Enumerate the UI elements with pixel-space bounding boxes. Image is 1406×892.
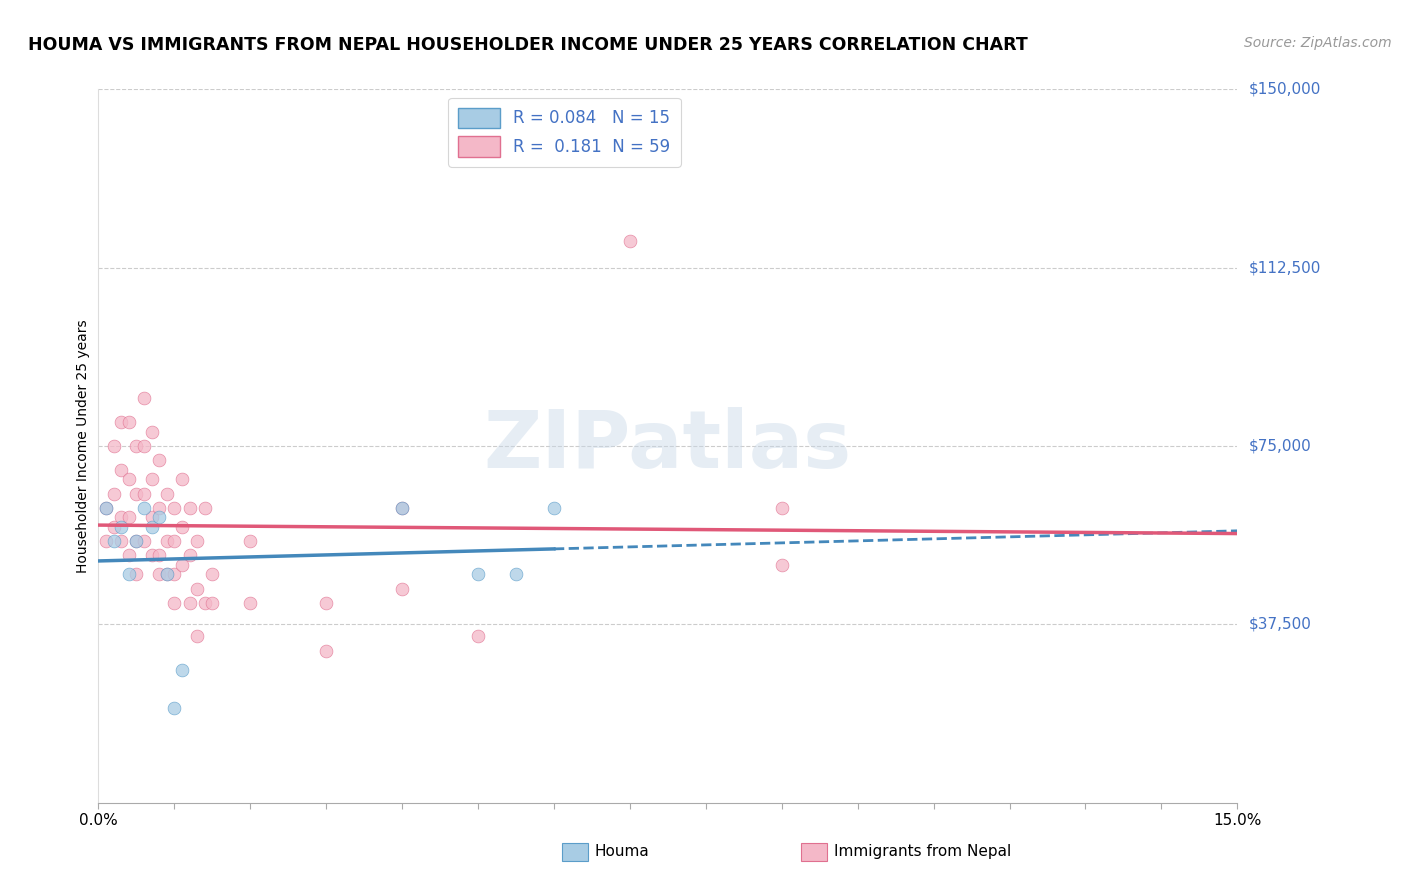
Point — [110, 415, 132, 429]
Point — [201, 596, 224, 610]
Point — [148, 567, 170, 582]
Point — [315, 596, 337, 610]
Point — [156, 486, 179, 500]
Point — [186, 582, 208, 596]
Point — [125, 534, 148, 549]
Point — [239, 534, 262, 549]
Point — [148, 510, 170, 524]
Point — [94, 500, 117, 515]
Text: Houma: Houma — [595, 845, 650, 859]
Text: Immigrants from Nepal: Immigrants from Nepal — [834, 845, 1011, 859]
Point — [141, 425, 163, 439]
Point — [110, 510, 132, 524]
Text: HOUMA VS IMMIGRANTS FROM NEPAL HOUSEHOLDER INCOME UNDER 25 YEARS CORRELATION CHA: HOUMA VS IMMIGRANTS FROM NEPAL HOUSEHOLD… — [28, 36, 1028, 54]
Text: $75,000: $75,000 — [1249, 439, 1312, 453]
Point — [110, 520, 132, 534]
Point — [163, 500, 186, 515]
Point — [391, 500, 413, 515]
Point — [141, 549, 163, 563]
Point — [141, 520, 163, 534]
Text: Source: ZipAtlas.com: Source: ZipAtlas.com — [1244, 36, 1392, 50]
Point — [141, 472, 163, 486]
Point — [770, 500, 793, 515]
Point — [770, 558, 793, 572]
Point — [110, 463, 132, 477]
Point — [132, 500, 155, 515]
Point — [179, 549, 201, 563]
Point — [170, 472, 193, 486]
Point — [125, 439, 148, 453]
Point — [163, 534, 186, 549]
Point — [132, 439, 155, 453]
Point — [103, 486, 125, 500]
Point — [103, 534, 125, 549]
Point — [619, 235, 641, 249]
Point — [132, 534, 155, 549]
Point — [94, 500, 117, 515]
Text: $150,000: $150,000 — [1249, 82, 1320, 96]
Y-axis label: Householder Income Under 25 years: Householder Income Under 25 years — [76, 319, 90, 573]
Point — [194, 596, 217, 610]
Point — [132, 486, 155, 500]
Point — [156, 534, 179, 549]
Point — [467, 567, 489, 582]
Point — [170, 558, 193, 572]
Point — [163, 700, 186, 714]
Point — [170, 520, 193, 534]
Point — [118, 472, 141, 486]
Point — [163, 596, 186, 610]
Point — [179, 596, 201, 610]
Point — [186, 629, 208, 643]
Point — [201, 567, 224, 582]
Point — [125, 534, 148, 549]
Point — [141, 510, 163, 524]
Point — [467, 629, 489, 643]
Point — [239, 596, 262, 610]
Point — [163, 567, 186, 582]
Point — [118, 567, 141, 582]
Point — [118, 549, 141, 563]
Point — [543, 500, 565, 515]
Text: $112,500: $112,500 — [1249, 260, 1320, 275]
Point — [148, 500, 170, 515]
Point — [132, 392, 155, 406]
Point — [179, 500, 201, 515]
Point — [125, 567, 148, 582]
Point — [186, 534, 208, 549]
Point — [110, 534, 132, 549]
Point — [118, 415, 141, 429]
Point — [103, 439, 125, 453]
Point — [391, 582, 413, 596]
Point — [170, 663, 193, 677]
Point — [194, 500, 217, 515]
Legend: R = 0.084   N = 15, R =  0.181  N = 59: R = 0.084 N = 15, R = 0.181 N = 59 — [449, 97, 681, 167]
Point — [94, 534, 117, 549]
Point — [148, 453, 170, 467]
Point — [118, 510, 141, 524]
Point — [103, 520, 125, 534]
Point — [315, 643, 337, 657]
Text: ZIPatlas: ZIPatlas — [484, 407, 852, 485]
Point — [156, 567, 179, 582]
Point — [505, 567, 527, 582]
Point — [125, 486, 148, 500]
Point — [156, 567, 179, 582]
Text: $37,500: $37,500 — [1249, 617, 1312, 632]
Point — [148, 549, 170, 563]
Point — [391, 500, 413, 515]
